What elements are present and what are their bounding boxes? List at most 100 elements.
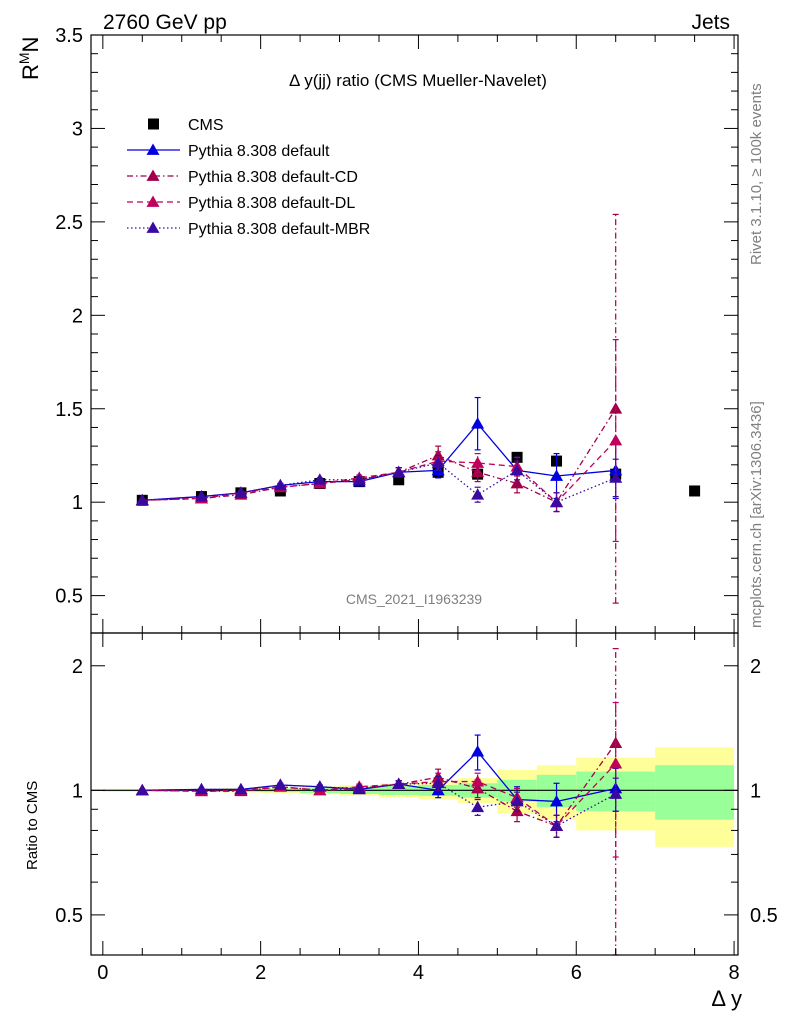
ratio-frame [90, 632, 739, 956]
ratio-bands [91, 747, 738, 847]
main-y-tick-label: 3 [72, 118, 83, 140]
main-y-tick-label: 0.5 [55, 586, 83, 608]
legend-marker-default [146, 143, 160, 155]
legend-marker-mbr [146, 221, 160, 233]
main-y-tick-label: 3.5 [55, 25, 83, 47]
legend-label-default: Pythia 8.308 default [188, 143, 330, 160]
ratio-y-ticks: 0.5 0.5 1 1 2 2 [55, 656, 778, 956]
marker-mbr [135, 493, 149, 506]
main-y-tick-label: 1.5 [55, 399, 83, 421]
ratio-y-tick-label-right: 1 [750, 780, 761, 802]
legend-label-mbr: Pythia 8.308 default-MBR [188, 221, 370, 238]
series-mbr [135, 454, 623, 513]
ratio-panel: 0.5 0.5 1 1 2 2 0 2 4 6 8 Ratio to CMS Δ y [24, 632, 778, 1011]
ylabel-sup: M [16, 52, 32, 64]
ratio-marker-mbr [550, 819, 564, 831]
series-line-mbr [142, 462, 616, 503]
legend-label-cd: Pythia 8.308 default-CD [188, 169, 358, 186]
marker-cd [510, 477, 524, 489]
ratio-marker-mbr [609, 787, 623, 799]
ratio-marker-mbr [135, 783, 149, 796]
marker-mbr [313, 473, 327, 485]
marker-mbr [392, 465, 406, 478]
ratio-y-tick-label-right: 0.5 [750, 905, 778, 927]
marker-mbr [194, 490, 208, 502]
ratio-marker-mbr [471, 800, 485, 813]
main-y-axis-label: RMN [16, 37, 43, 80]
ratio-marker-dl [609, 757, 623, 769]
series-default [135, 396, 623, 506]
ratio-y-tick-label-right: 2 [750, 656, 761, 678]
ratio-marker-mbr [194, 782, 208, 795]
series-line-dl [142, 440, 617, 504]
main-y-tick-label: 1 [72, 492, 83, 514]
x-tick-label: 0 [97, 962, 108, 984]
series-dl [135, 339, 623, 543]
x-tick-label: 6 [571, 962, 582, 984]
header-left: 2760 GeV pp [103, 11, 227, 34]
ratio-x-ticks: 0 2 4 6 8 [97, 633, 740, 984]
marker-mbr [609, 471, 623, 483]
side-label-bottom: mcplots.cern.ch [arXiv:1306.3436] [748, 401, 765, 628]
ylabel-main: R [18, 64, 43, 80]
ylabel-sub: N [18, 37, 43, 53]
ratio-marker-mbr [392, 777, 406, 790]
legend-label-dl: Pythia 8.308 default-DL [188, 195, 355, 212]
ratio-marker-mbr [273, 778, 287, 790]
main-y-tick-label: 2.5 [55, 212, 83, 234]
marker-mbr [471, 488, 485, 500]
legend-item-cd: Pythia 8.308 default-CD [127, 169, 358, 186]
marker-default [471, 417, 485, 429]
marker-mbr [510, 463, 524, 476]
ratio-marker-mbr [352, 782, 366, 794]
ratio-y-tick-label: 1 [72, 780, 83, 802]
marker-mbr [352, 473, 366, 485]
uncertainty-band-inner [655, 765, 735, 820]
series-line-cd [142, 408, 617, 504]
legend-label-cms: CMS [188, 117, 224, 134]
main-x-ticks [102, 35, 735, 633]
marker-mbr [550, 495, 564, 508]
marker-mbr [273, 478, 287, 491]
x-tick-label: 2 [255, 962, 266, 984]
cms-point [689, 485, 701, 497]
watermark: CMS_2021_I1963239 [346, 591, 482, 607]
legend-marker-dl [146, 195, 160, 207]
ratio-marker-mbr [510, 794, 524, 807]
main-plot-area [135, 213, 701, 604]
ratio-marker-mbr [431, 776, 445, 789]
legend-marker-cd [146, 169, 160, 181]
main-title: Δ y(jj) ratio (CMS Mueller-Navelet) [289, 71, 547, 90]
ratio-marker-dl [471, 775, 485, 787]
ratio-y-tick-label: 0.5 [55, 905, 83, 927]
marker-mbr [234, 486, 248, 498]
legend-item-default: Pythia 8.308 default [127, 143, 330, 160]
svg-text:RMN: RMN [16, 37, 43, 80]
marker-dl [471, 456, 485, 468]
series-cd [135, 213, 623, 604]
side-label-top: Rivet 3.1.10, ≥ 100k events [748, 83, 765, 265]
x-tick-label: 8 [728, 962, 739, 984]
legend: CMS Pythia 8.308 default Pythia 8.308 defa… [127, 117, 370, 238]
series-line-default [142, 422, 616, 501]
x-tick-label: 4 [413, 962, 424, 984]
cms-point [393, 474, 405, 486]
x-axis-label: Δ y [711, 986, 742, 1011]
legend-item-dl: Pythia 8.308 default-DL [127, 195, 355, 212]
legend-item-mbr: Pythia 8.308 default-MBR [127, 221, 370, 238]
ratio-line-dl [142, 763, 617, 827]
legend-item-cms: CMS [148, 117, 224, 134]
legend-marker-cms [148, 118, 159, 130]
marker-mbr [431, 456, 445, 468]
marker-dl [609, 434, 623, 446]
ratio-y-tick-label: 2 [72, 656, 83, 678]
header-right: Jets [691, 11, 730, 34]
ratio-marker-mbr [234, 782, 248, 795]
ratio-marker-default [550, 794, 564, 807]
ratio-marker-mbr [313, 780, 327, 792]
main-panel: 0.5 1 1.5 2 2.5 3 3.5 Δ y(jj) ratio (CMS Muell… [16, 25, 739, 634]
ratio-line-mbr [142, 782, 617, 827]
ratio-y-axis-label: Ratio to CMS [24, 781, 41, 870]
main-y-ticks: 0.5 1 1.5 2 2.5 3 3.5 [55, 25, 738, 634]
